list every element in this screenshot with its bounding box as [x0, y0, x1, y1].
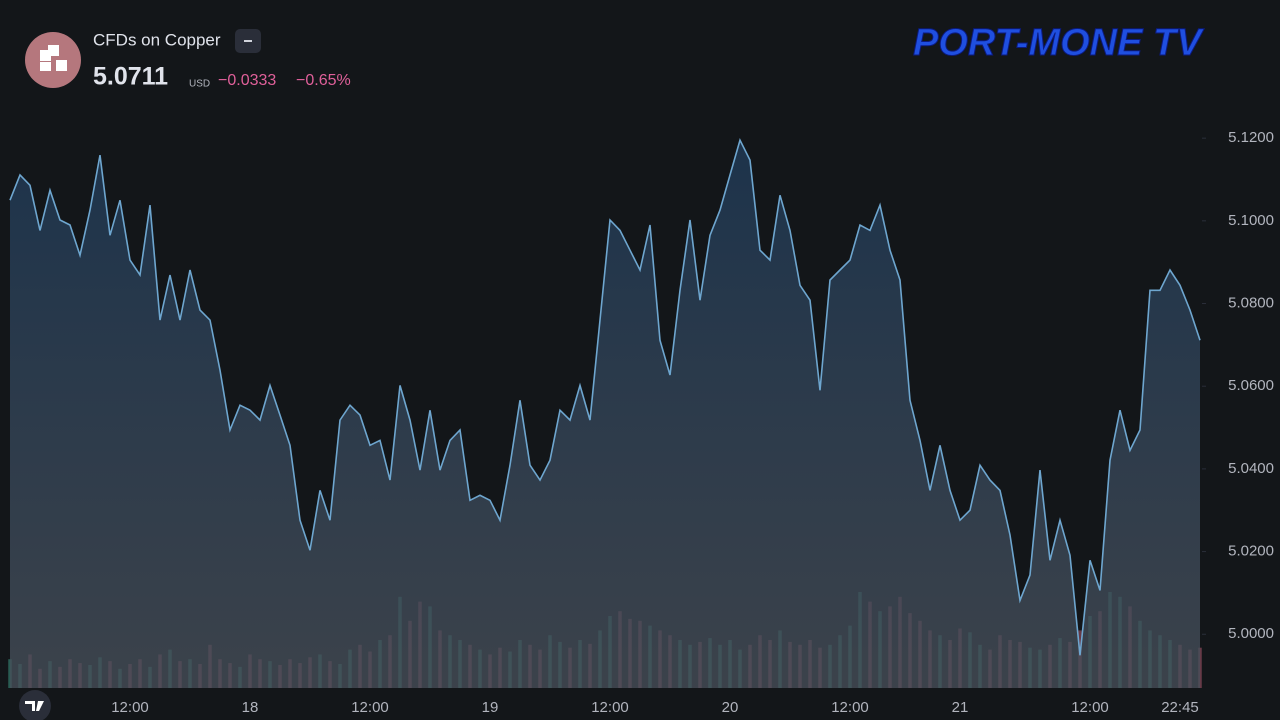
- y-tick-label: 5.1200: [1228, 129, 1274, 146]
- y-tick-label: 5.0000: [1228, 625, 1274, 642]
- x-tick-label: 22:45: [1161, 699, 1199, 716]
- change-percent: −0.65%: [296, 72, 351, 89]
- area-fill: [10, 140, 1200, 688]
- symbol-icon: [25, 32, 81, 88]
- collapse-icon: [244, 40, 252, 42]
- x-tick-label: 19: [482, 699, 499, 716]
- icon-part: [40, 62, 51, 71]
- y-tick-label: 5.0800: [1228, 294, 1274, 311]
- plot-area: 5.0000 5.0200 5.0400 5.0600 5.0800 5.1000 5.12…: [8, 129, 1274, 716]
- tv-logo-mark: [25, 701, 44, 711]
- price-line: [9, 138, 1201, 656]
- price: 5.0711: [93, 63, 168, 91]
- x-tick-label: 21: [952, 699, 969, 716]
- y-tick-label: 5.0400: [1228, 460, 1274, 477]
- x-tick-label: 12:00: [591, 699, 629, 716]
- change: −0.0333: [218, 72, 276, 89]
- icon-part: [56, 60, 67, 71]
- currency: USD: [189, 79, 210, 90]
- x-tick-label: 12:00: [1071, 699, 1109, 716]
- x-tick-label: 18: [242, 699, 259, 716]
- x-tick-label: 12:00: [831, 699, 869, 716]
- y-tick-label: 5.0200: [1228, 543, 1274, 560]
- x-tick-label: 12:00: [111, 699, 149, 716]
- icon-part: [40, 50, 51, 61]
- symbol-title: CFDs on Copper: [93, 30, 221, 49]
- brand-logo: PORT-MONE TV: [913, 22, 1204, 64]
- y-tick-label: 5.0600: [1228, 377, 1274, 394]
- y-tick-label: 5.1000: [1228, 212, 1274, 229]
- x-tick-label: 20: [722, 699, 739, 716]
- x-tick-label: 12:00: [351, 699, 389, 716]
- icon-part: [48, 45, 59, 56]
